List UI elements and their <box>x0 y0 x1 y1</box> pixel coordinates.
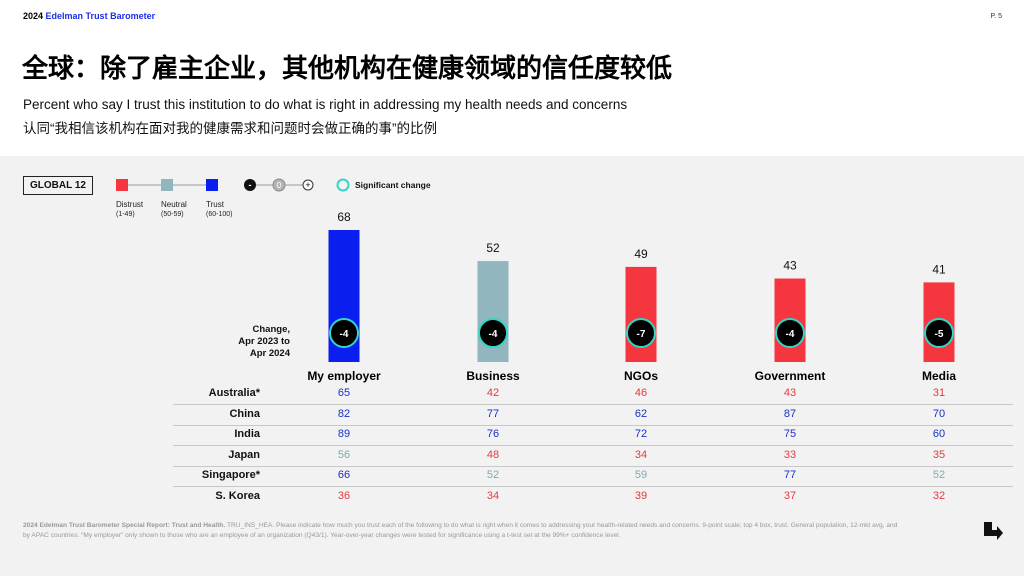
brand-year: 2024 <box>23 11 44 21</box>
change-label-line1: Change, <box>252 324 290 335</box>
table-cell: 89 <box>337 428 351 440</box>
footnote-text: TRU_INS_HEA. Please indicate how much yo… <box>23 522 898 539</box>
table-cell: 33 <box>783 448 797 461</box>
table-cell: 66 <box>337 469 351 481</box>
change-scale-minus-marker <box>244 179 256 191</box>
brand: 2024 Edelman Trust Barometer <box>23 11 155 21</box>
change-label-line3: Apr 2024 <box>249 348 290 359</box>
change-marker <box>478 318 508 348</box>
category-label: My employer <box>307 369 381 383</box>
row-divider <box>173 465 1013 467</box>
global-badge: GLOBAL 12 <box>23 176 93 195</box>
change-period-label: Change, Apr 2023 to Apr 2024 <box>220 324 290 360</box>
bar-value-label: 68 <box>337 210 351 224</box>
legend-distrust-swatch <box>116 179 128 191</box>
row-divider <box>173 424 1013 426</box>
category-label: Government <box>754 369 826 383</box>
subtitle-en: Percent who say I trust this institution… <box>23 97 628 112</box>
page-number: P. 5 <box>990 13 1002 20</box>
table-cell: 70 <box>932 407 946 420</box>
table-cell: 77 <box>783 469 797 481</box>
change-marker <box>626 318 656 348</box>
page-title: 全球：除了雇主企业，其他机构在健康领域的信任度较低 <box>22 53 673 83</box>
table-cell: 52 <box>932 469 946 481</box>
legend-trust-range: (60-100) <box>206 211 233 218</box>
legend-distrust-range: (1-49) <box>116 211 135 218</box>
row-country-label: S. Korea <box>215 489 260 502</box>
category-label: Business <box>466 369 520 383</box>
category-label: NGOs <box>623 369 658 383</box>
table-cell: 48 <box>486 448 500 461</box>
row-country-label: India <box>234 428 260 440</box>
table-cell: 62 <box>634 407 648 420</box>
table-cell: 52 <box>486 469 500 481</box>
change-value-label: -4 <box>340 329 349 340</box>
legend-neutral-range: (50-59) <box>161 211 184 218</box>
row-divider <box>173 445 1013 446</box>
table-cell: 76 <box>486 428 500 440</box>
change-scale-plus-marker <box>302 179 314 191</box>
table-cell: 46 <box>634 387 648 399</box>
change-marker <box>775 318 805 348</box>
table-cell: 42 <box>486 387 500 399</box>
table-cell: 56 <box>337 448 351 461</box>
subtitle-cn: 认同“我相信该机构在面对我的健康需求和问题时会做正确的事”的比例 <box>23 121 437 136</box>
change-scale-minus-text: - <box>249 180 252 190</box>
row-divider <box>173 404 1013 405</box>
change-scale-plus-text: + <box>305 180 310 190</box>
chart-panel <box>0 156 1024 576</box>
table-cell: 39 <box>634 489 648 502</box>
row-country-label: Japan <box>228 448 260 461</box>
table-cell: 43 <box>783 387 797 399</box>
table-cell: 34 <box>634 448 648 461</box>
footnote: 2024 Edelman Trust Barometer Special Rep… <box>23 521 903 540</box>
table-cell: 60 <box>932 428 946 440</box>
change-value-label: -7 <box>637 329 646 340</box>
table-cell: 77 <box>486 407 500 420</box>
table-cell: 82 <box>337 407 351 420</box>
change-marker <box>329 318 359 348</box>
bar-value-label: 41 <box>932 262 946 276</box>
bar-value-label: 49 <box>634 247 648 261</box>
table-cell: 31 <box>932 387 946 399</box>
table-cell: 35 <box>932 448 946 461</box>
legend-neutral-label: Neutral <box>161 200 187 209</box>
footnote-source: 2024 Edelman Trust Barometer Special Rep… <box>23 522 226 529</box>
table-cell: 72 <box>634 428 648 440</box>
bar-value-label: 52 <box>486 241 500 255</box>
category-label: Media <box>921 369 956 383</box>
row-divider <box>173 486 1013 487</box>
legend-distrust-label: Distrust <box>116 200 144 209</box>
row-country-label: Australia* <box>208 387 260 399</box>
legend-trust-label: Trust <box>206 200 224 209</box>
change-scale-zero-marker <box>272 178 286 192</box>
legend-neutral-swatch <box>161 179 173 191</box>
arrow-down-right-icon[interactable] <box>982 520 1004 542</box>
row-country-label: Singapore* <box>201 469 260 481</box>
brand-name: Edelman Trust Barometer <box>45 11 156 21</box>
bar-value-label: 43 <box>783 259 797 273</box>
table-cell: 75 <box>783 428 797 440</box>
change-scale-zero-text: 0 <box>277 181 282 190</box>
table-cell: 32 <box>932 489 946 502</box>
table-cell: 65 <box>337 387 351 399</box>
significant-change-label: Significant change <box>355 180 431 190</box>
change-label-line2: Apr 2023 to <box>238 336 290 347</box>
table-cell: 36 <box>337 489 351 502</box>
row-country-label: China <box>229 407 260 420</box>
change-marker <box>924 318 954 348</box>
table-cell: 59 <box>634 469 648 481</box>
table-cell: 37 <box>783 489 797 502</box>
change-value-label: -4 <box>489 329 498 340</box>
table-cell: 34 <box>486 489 500 502</box>
legend-trust-swatch <box>206 179 218 191</box>
change-value-label: -5 <box>935 329 944 340</box>
significant-change-marker <box>336 178 350 192</box>
table-cell: 87 <box>783 407 797 420</box>
change-value-label: -4 <box>786 329 795 340</box>
